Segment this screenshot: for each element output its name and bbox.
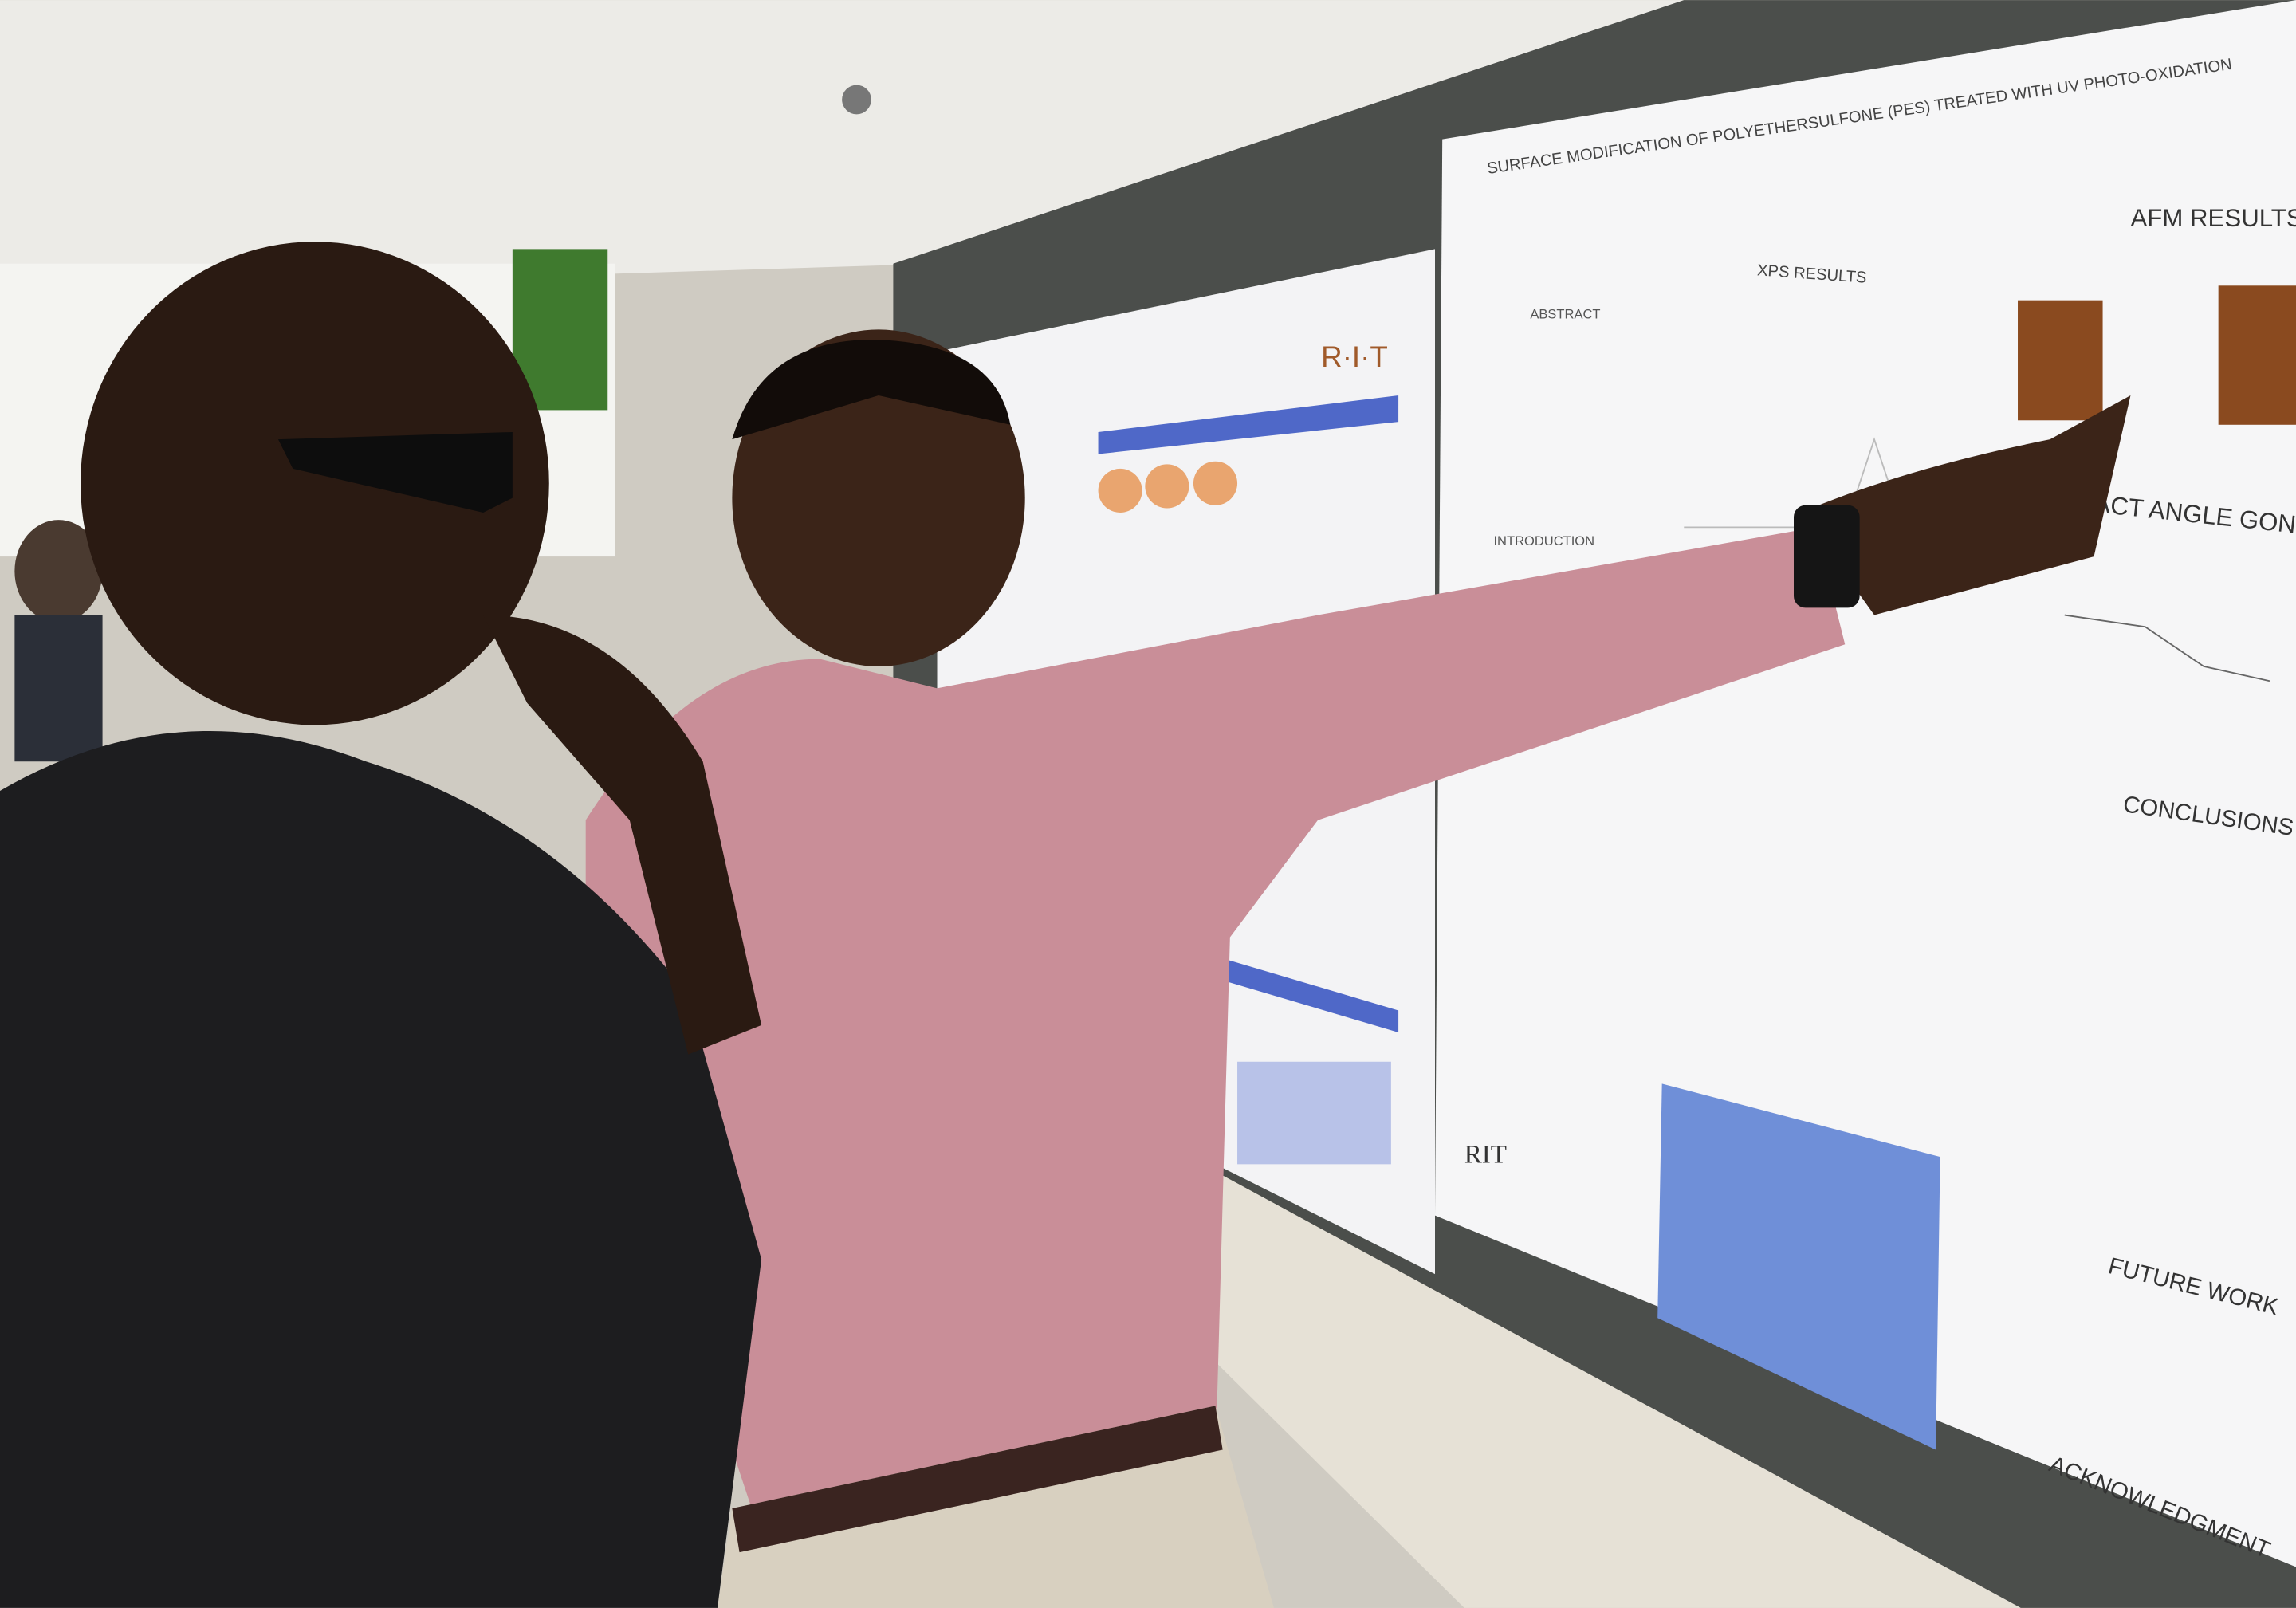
presenter-hair <box>732 340 1011 440</box>
visitor-hand <box>483 615 762 1055</box>
plant-wall <box>512 249 608 411</box>
glasses <box>277 431 513 513</box>
person-background <box>14 615 103 762</box>
ceiling <box>0 0 1685 293</box>
logo: RIT <box>1464 1141 1507 1170</box>
afm-image <box>2218 285 2296 425</box>
data-table <box>1657 1083 1940 1450</box>
poster-image <box>1098 468 1142 513</box>
poster-band <box>1098 395 1399 454</box>
belt <box>732 1406 1223 1553</box>
visitor-head <box>81 242 549 725</box>
section-heading: AFM RESULTS <box>2130 204 2296 232</box>
plot-line <box>2064 614 2270 682</box>
presenter-hand <box>1801 395 2131 615</box>
poster-box <box>1237 1061 1391 1165</box>
watch <box>1794 505 1860 608</box>
camera <box>842 85 871 115</box>
poster-image <box>1145 464 1189 509</box>
section-heading: ABSTRACT <box>1530 306 1600 321</box>
poster-image <box>1193 461 1238 505</box>
presenter-shirt <box>585 527 1846 1538</box>
visitor-shirt <box>0 730 762 1608</box>
section-heading: INTRODUCTION <box>1493 533 1594 548</box>
poster-band <box>1201 952 1399 1033</box>
person-background <box>14 520 103 623</box>
afm-image <box>2018 300 2103 421</box>
logo: R·I·T <box>1321 340 1388 373</box>
